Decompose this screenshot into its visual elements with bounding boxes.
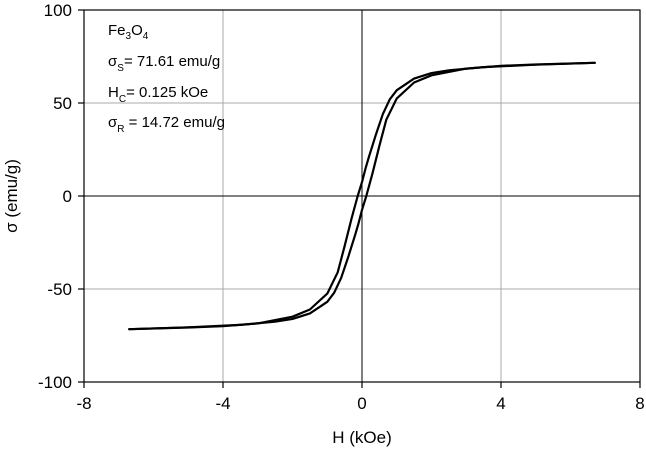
series-lines xyxy=(128,61,596,331)
annotation-sample: Fe3O4 xyxy=(108,22,149,42)
y-tick-label: 0 xyxy=(63,187,72,206)
y-tick-label: -50 xyxy=(47,280,72,299)
x-tick-labels: -8 -4 0 4 8 xyxy=(76,394,644,413)
x-tick-label: -4 xyxy=(215,394,230,413)
zero-axes xyxy=(84,10,640,382)
y-tick-labels: -100 -50 0 50 100 xyxy=(38,1,72,392)
x-tick-label: 4 xyxy=(496,394,505,413)
y-tick-label: -100 xyxy=(38,373,72,392)
y-tick-label: 100 xyxy=(44,1,72,20)
hysteresis-branch-descending xyxy=(128,61,596,331)
hysteresis-branch-ascending xyxy=(128,61,596,331)
x-tick-label: 0 xyxy=(357,394,366,413)
annotation-saturation: σS= 71.61 emu/g xyxy=(108,53,220,74)
axis-ticks xyxy=(78,9,641,388)
x-axis-title: H (kOe) xyxy=(332,428,392,447)
x-tick-label: -8 xyxy=(76,394,91,413)
y-axis-title: σ (emu/g) xyxy=(2,159,21,233)
x-tick-label: 8 xyxy=(635,394,644,413)
annotation-box: Fe3O4 σS= 71.61 emu/g HC= 0.125 kOe σR =… xyxy=(108,22,225,135)
annotation-coercivity: HC= 0.125 kOe xyxy=(108,84,208,105)
annotation-remanence: σR = 14.72 emu/g xyxy=(108,114,225,135)
y-tick-label: 50 xyxy=(53,94,72,113)
